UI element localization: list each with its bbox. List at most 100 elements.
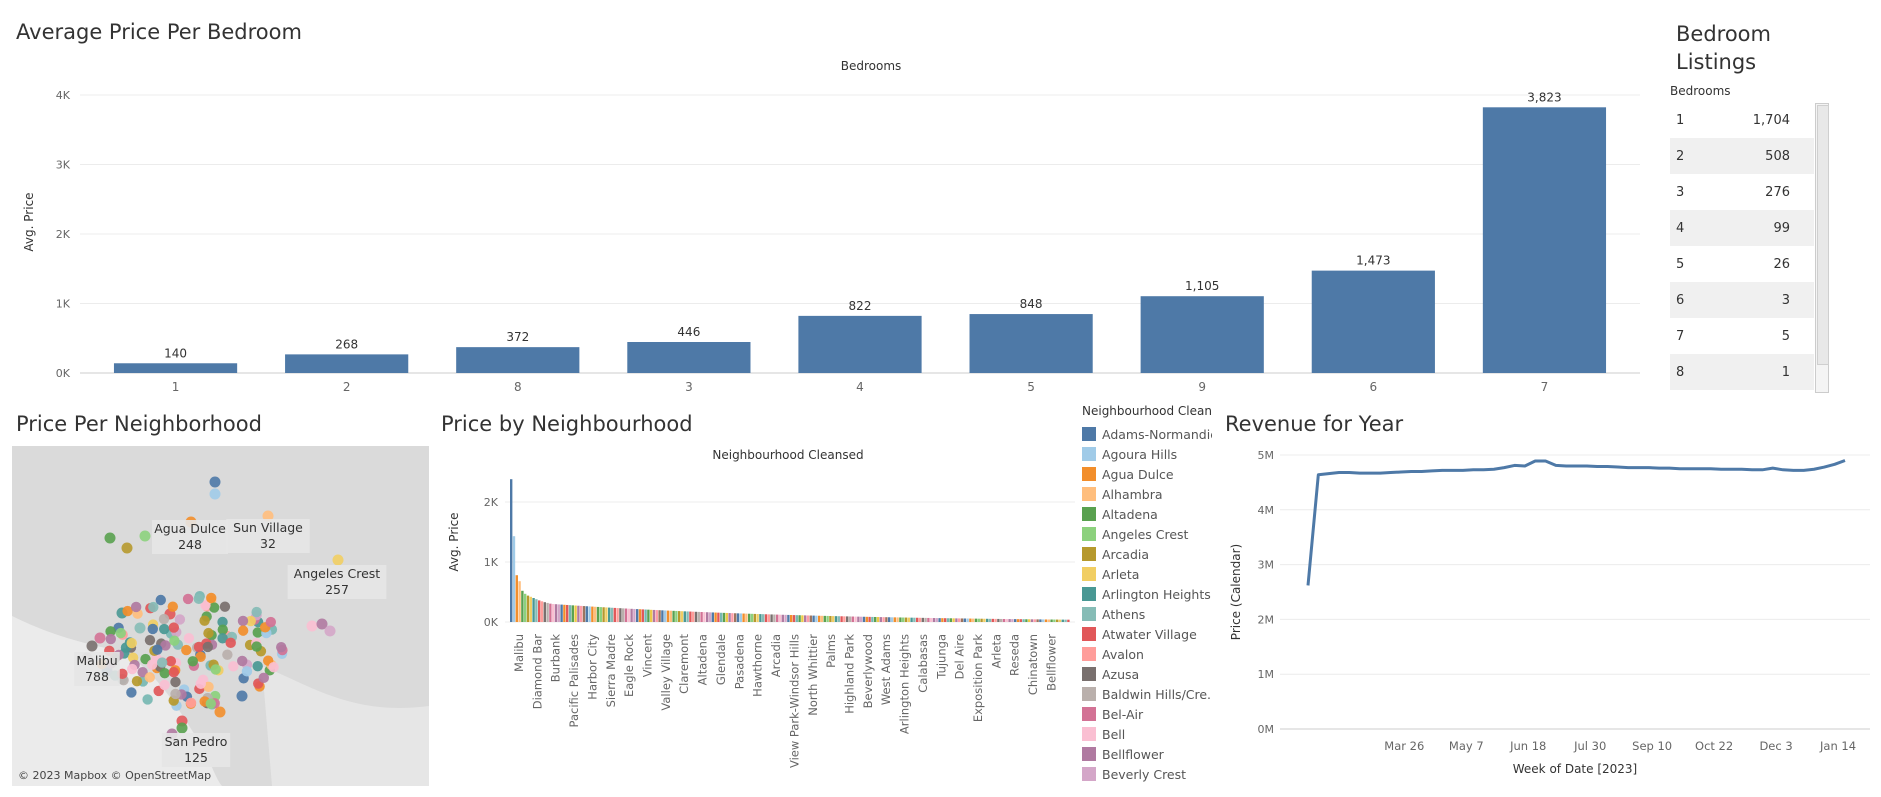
bar2-bar: [1016, 619, 1020, 622]
listing-row[interactable]: 4 99: [1670, 210, 1814, 246]
legend-item[interactable]: Avalon: [1082, 644, 1212, 664]
bar2-tick-label: Bellflower: [1044, 634, 1058, 691]
bar2-bar: [776, 614, 779, 622]
listing-row[interactable]: 1 1,704: [1670, 102, 1814, 138]
legend-swatch: [1082, 687, 1096, 701]
legend-item[interactable]: Bellflower: [1082, 744, 1212, 764]
bar2-bar: [552, 604, 555, 622]
bar2-bar: [809, 615, 812, 622]
listings-scrollbar-thumb[interactable]: [1817, 105, 1829, 365]
bar2-bar: [820, 615, 824, 622]
bar2-bar: [980, 618, 983, 622]
legend-item[interactable]: Baldwin Hills/Cre..: [1082, 684, 1212, 704]
map-dot: [199, 615, 210, 626]
legend-item[interactable]: Arcadia: [1082, 544, 1212, 564]
legend-item[interactable]: Bell: [1082, 724, 1212, 744]
bar2-bar: [532, 598, 535, 622]
bar2-bar: [762, 614, 765, 622]
bar1-category-label: 2: [343, 380, 351, 394]
bar2-bar: [686, 611, 689, 622]
map-label-name: Sun Village: [233, 520, 303, 535]
legend-item[interactable]: Atwater Village: [1082, 624, 1212, 644]
bar2-bar: [857, 616, 860, 622]
legend-item[interactable]: Bel-Air: [1082, 704, 1212, 724]
bar1-category-label: 5: [1027, 380, 1035, 394]
legend-item[interactable]: Arleta: [1082, 564, 1212, 584]
legend-item[interactable]: Altadena: [1082, 504, 1212, 524]
legend-item[interactable]: Arlington Heights: [1082, 584, 1212, 604]
bar1-value-label: 1,105: [1185, 279, 1219, 293]
listing-row[interactable]: 5 26: [1670, 246, 1814, 282]
legend-item[interactable]: Angeles Crest: [1082, 524, 1212, 544]
bar2-bar: [902, 617, 905, 622]
legend-item[interactable]: Agua Dulce: [1082, 464, 1212, 484]
bar2-tick-label: Harbor City: [585, 634, 599, 700]
price-by-neighbourhood-chart[interactable]: Neighbourhood Cleansed Avg. Price 0K 1K 2K Ma…: [440, 417, 1080, 797]
bar2-bar: [616, 608, 619, 622]
bar2-bar: [1058, 619, 1062, 622]
bar2-tick-label: Glendale: [714, 634, 728, 685]
bar2-bar: [854, 616, 857, 622]
listing-count: 276: [1765, 184, 1790, 200]
line-ytick-label: 0M: [1258, 723, 1275, 736]
map-dot: [187, 656, 198, 667]
bar2-bar: [591, 606, 594, 622]
bar2-tick-label: Arlington Heights: [898, 634, 912, 734]
bar2-header: Neighbourhood Cleansed: [712, 448, 863, 462]
legend-item[interactable]: Athens: [1082, 604, 1212, 624]
map-dot: [209, 488, 221, 500]
line-series: [1306, 459, 1846, 586]
bar2-bar: [910, 617, 913, 622]
bar2-bar: [540, 601, 544, 622]
bar2-bar: [666, 610, 670, 622]
avg-price-bar-chart[interactable]: Bedrooms Avg. Price 0K 1K 2K 3K 4K 140 1 268 2 372 8…: [0, 0, 1640, 395]
legend-label: Agoura Hills: [1102, 446, 1178, 462]
listings-scrollbar[interactable]: [1815, 103, 1829, 393]
bar2-bar: [619, 608, 622, 622]
revenue-line-chart[interactable]: 0M 1M 2M 3M 4M 5M Price (Calendar) Week of Date…: [1220, 417, 1875, 797]
legend-label: Angeles Crest: [1102, 526, 1189, 542]
line-xtick-label: May 7: [1449, 739, 1484, 753]
bar2-bar: [697, 611, 700, 622]
legend-item[interactable]: Adams-Normandie: [1082, 424, 1212, 444]
bar2-bar: [963, 618, 966, 622]
bar2-bar: [1047, 619, 1050, 622]
neighbourhood-legend[interactable]: Neighbourhood Clean.. Adams-Normandie Ago…: [1082, 404, 1212, 797]
bar2-tick-label: Arleta: [989, 634, 1003, 668]
legend-item[interactable]: Agoura Hills: [1082, 444, 1212, 464]
listing-row[interactable]: 3 276: [1670, 174, 1814, 210]
map-copyright: © 2023 Mapbox © OpenStreetMap: [18, 769, 212, 782]
bar1-bar: [113, 363, 238, 373]
legend-label: Athens: [1102, 606, 1146, 622]
bar2-bar: [683, 611, 686, 622]
map-label-name: San Pedro: [165, 734, 228, 749]
legend-label: Beverly Crest: [1102, 766, 1187, 782]
bar1-category-label: 3: [685, 380, 693, 394]
price-neighbourhood-title: Price by Neighbourhood: [441, 412, 693, 436]
map-dot: [276, 642, 287, 653]
bar2-bar: [736, 613, 740, 622]
map-dot: [94, 632, 106, 644]
map-dot: [127, 663, 138, 675]
bar2-bar: [1011, 619, 1014, 622]
listing-row[interactable]: 2 508: [1670, 138, 1814, 174]
map-dot: [181, 644, 192, 656]
bar2-bar: [571, 605, 574, 622]
legend-item[interactable]: Alhambra: [1082, 484, 1212, 504]
bar2-ylabel: Avg. Price: [447, 512, 461, 571]
neighborhood-map[interactable]: Agua Dulce 248 Sun Village 32 Angeles Crest 2…: [12, 446, 429, 786]
bar2-bar: [826, 615, 829, 622]
bar2-bar: [658, 610, 661, 622]
map-label-value: 257: [325, 582, 349, 597]
bar2-bar: [1000, 618, 1003, 622]
bar2-bar: [991, 618, 994, 622]
bar2-bar: [986, 618, 989, 622]
bar2-bar: [563, 604, 566, 622]
legend-item[interactable]: Azusa: [1082, 664, 1212, 684]
legend-item[interactable]: Beverly Crest: [1082, 764, 1212, 784]
